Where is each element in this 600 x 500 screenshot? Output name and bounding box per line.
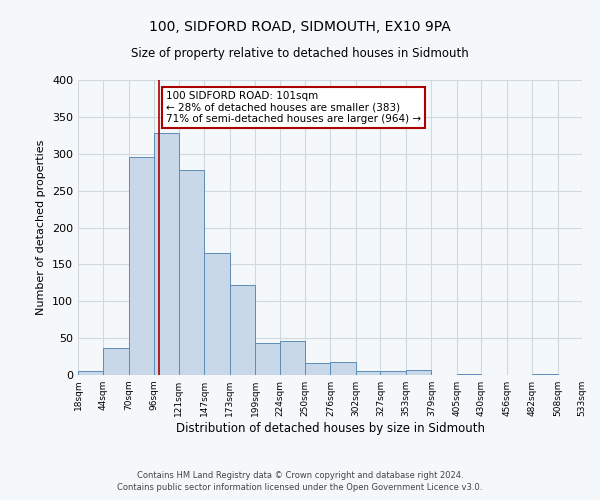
Bar [356,372,380,375]
Bar [129,158,154,375]
Bar [457,374,481,375]
Bar [179,170,204,375]
Bar [204,254,230,375]
Text: 100 SIDFORD ROAD: 101sqm
← 28% of detached houses are smaller (383)
71% of semi-: 100 SIDFORD ROAD: 101sqm ← 28% of detach… [166,91,421,124]
Bar [78,372,103,375]
Bar [280,341,305,375]
Y-axis label: Number of detached properties: Number of detached properties [37,140,46,315]
Bar [255,342,280,375]
Bar [532,374,557,375]
Bar [406,370,431,375]
X-axis label: Distribution of detached houses by size in Sidmouth: Distribution of detached houses by size … [176,422,485,435]
Text: Contains public sector information licensed under the Open Government Licence v3: Contains public sector information licen… [118,484,482,492]
Bar [154,133,179,375]
Text: Size of property relative to detached houses in Sidmouth: Size of property relative to detached ho… [131,48,469,60]
Text: Contains HM Land Registry data © Crown copyright and database right 2024.: Contains HM Land Registry data © Crown c… [137,471,463,480]
Bar [230,285,255,375]
Bar [331,362,356,375]
Text: 100, SIDFORD ROAD, SIDMOUTH, EX10 9PA: 100, SIDFORD ROAD, SIDMOUTH, EX10 9PA [149,20,451,34]
Bar [305,363,331,375]
Bar [103,348,129,375]
Bar [380,372,406,375]
